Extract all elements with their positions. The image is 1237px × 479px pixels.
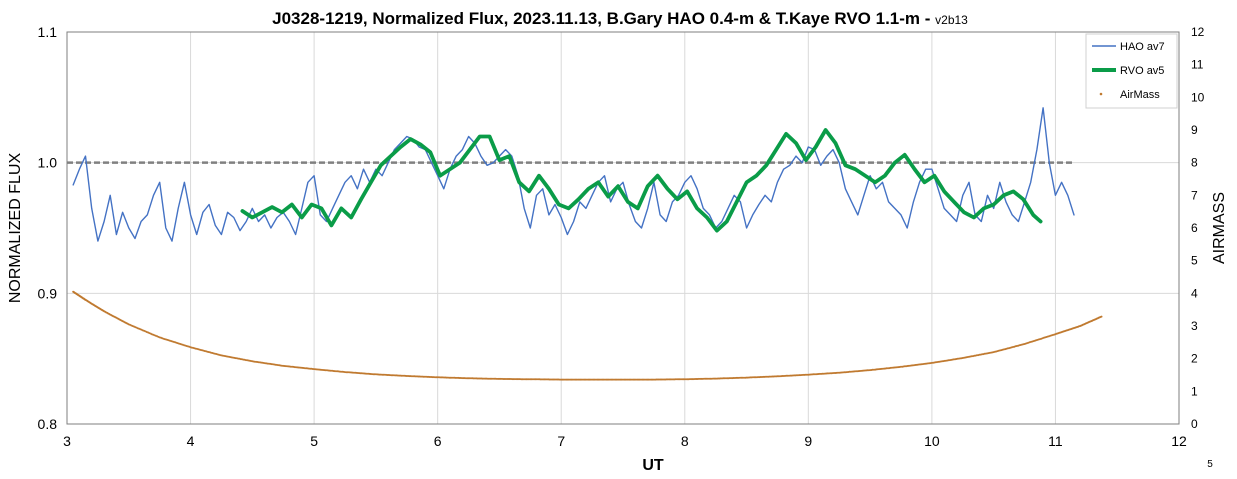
y-tick-label: 0.9	[38, 285, 58, 301]
series-airmass	[72, 290, 1103, 381]
y2-tick-label: 10	[1191, 90, 1205, 104]
y-axis-label: NORMALIZED FLUX	[7, 153, 24, 304]
y2-tick-label: 1	[1191, 384, 1198, 398]
x-tick-label: 8	[681, 433, 689, 449]
x-tick-label: 4	[187, 433, 195, 449]
series-line-hao	[72, 107, 1075, 242]
y2-tick-label: 8	[1191, 156, 1198, 170]
x-tick-label: 10	[924, 433, 940, 449]
corner-label: 5	[1207, 459, 1213, 470]
x-axis-ticks: 3 4 5 6 7 8 9 10 11 12	[63, 433, 1187, 449]
y-tick-label: 1.1	[38, 24, 58, 40]
y-tick-label: 1.0	[38, 155, 58, 171]
legend-swatch-airmass	[1099, 92, 1103, 96]
airmass-point	[1100, 315, 1103, 318]
x-tick-label: 12	[1171, 433, 1187, 449]
y-tick-label: 0.8	[38, 416, 58, 432]
y2-tick-label: 12	[1191, 25, 1205, 39]
chart-title-suffix: v2b13	[935, 13, 968, 27]
x-tick-label: 3	[63, 433, 71, 449]
x-tick-label: 5	[310, 433, 318, 449]
legend-label-hao: HAO av7	[1120, 41, 1165, 53]
x-tick-label: 11	[1048, 433, 1063, 449]
plot-area-border	[66, 31, 1180, 425]
legend-label-airmass: AirMass	[1120, 89, 1160, 101]
y2-tick-label: 3	[1191, 319, 1198, 333]
x-axis-label: UT	[642, 457, 664, 474]
x-tick-label: 9	[804, 433, 812, 449]
chart-title-main: J0328-1219, Normalized Flux, 2023.11.13,…	[272, 9, 935, 28]
series-line-rvo	[240, 128, 1043, 233]
y2-tick-label: 9	[1191, 123, 1198, 137]
y2-tick-label: 2	[1191, 352, 1198, 366]
y2-tick-label: 7	[1191, 188, 1198, 202]
legend-label-rvo: RVO av5	[1120, 65, 1164, 77]
x-tick-label: 7	[557, 433, 565, 449]
y2-tick-label: 0	[1191, 417, 1198, 431]
y2-tick-label: 4	[1191, 286, 1198, 300]
y2-tick-label: 11	[1191, 58, 1204, 72]
y2-axis-label: AIRMASS	[1211, 192, 1228, 264]
series-layer	[72, 107, 1103, 381]
y2-tick-label: 6	[1191, 221, 1198, 235]
chart-title: J0328-1219, Normalized Flux, 2023.11.13,…	[272, 9, 968, 28]
y-axis-ticks: 0.8 0.9 1.0 1.1	[38, 24, 58, 432]
x-tick-label: 6	[434, 433, 442, 449]
legend: HAO av7 RVO av5 AirMass	[1085, 33, 1178, 109]
y2-tick-label: 5	[1191, 254, 1198, 268]
